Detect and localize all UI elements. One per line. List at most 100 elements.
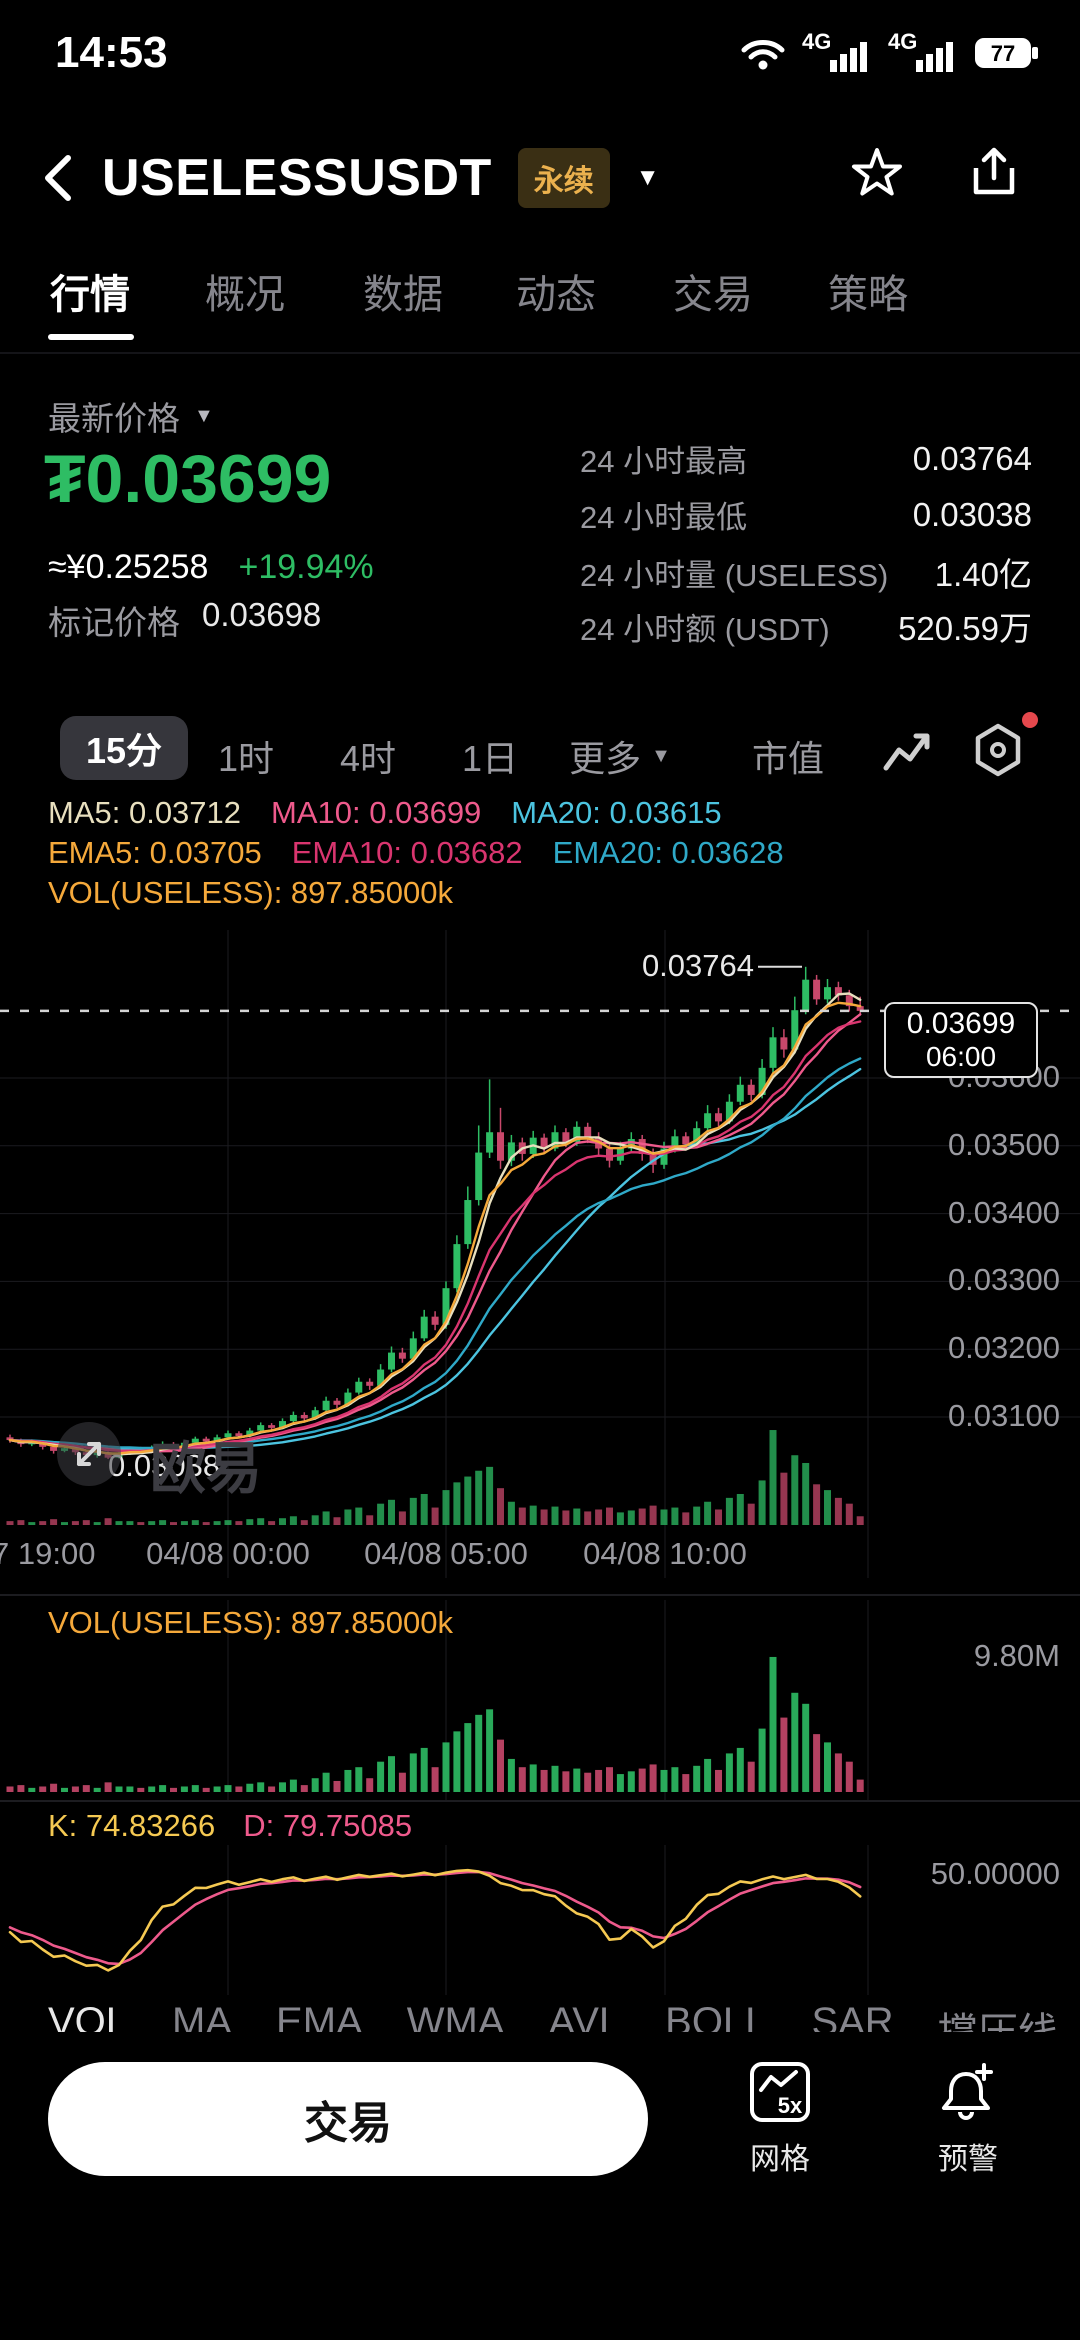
market-cap-toggle[interactable]: 市值 [751, 738, 825, 779]
alert-bell-icon [942, 2063, 993, 2120]
volume-axis-label: 9.80M [973, 1638, 1060, 1673]
ma20-value: MA20: 0.03615 [511, 795, 722, 830]
kdj-axis-label: 50.00000 [930, 1856, 1060, 1891]
signal-4g-icon-2: 4G [888, 32, 953, 72]
trade-button[interactable]: 交易 [48, 2062, 648, 2176]
current-price-tag: 0.03699 06:00 [884, 1002, 1038, 1078]
more-caret-icon: ▼ [651, 744, 671, 767]
status-icons: 4G 4G 77 [740, 32, 1040, 74]
stat-24h-turnover: 24 小时额 (USDT) 520.59万 [580, 602, 1032, 650]
stat-value: 1.40亿 [934, 556, 1032, 593]
stat-value: 0.03038 [912, 495, 1032, 533]
contract-type-badge: 永续 [517, 148, 610, 208]
y-axis-label: 0.03400 [947, 1195, 1060, 1230]
ma-indicator-row: MA5: 0.03712 MA10: 0.03699 MA20: 0.03615 [48, 795, 722, 831]
high-price-marker: 0.03764 [641, 948, 754, 983]
timeframe-1h[interactable]: 1时 [217, 738, 275, 779]
volume-chart[interactable] [0, 1600, 1080, 1800]
grid-bot-label: 网格 [750, 2143, 810, 2176]
tab-overview[interactable]: 概况 [205, 273, 285, 317]
svg-text:4G: 4G [802, 32, 831, 54]
signal-4g-icon: 4G [802, 32, 867, 72]
ema20-value: EMA20: 0.03628 [552, 835, 784, 870]
page-title: USELESSUSDT [102, 149, 492, 207]
tab-strategy[interactable]: 策略 [828, 273, 908, 317]
timeframe-more[interactable]: 更多 ▼ [569, 730, 671, 782]
current-price-time: 06:00 [925, 1041, 997, 1072]
timeframe-4h[interactable]: 4时 [339, 738, 397, 779]
y-axis-label: 0.03100 [947, 1398, 1060, 1433]
ema5-value: EMA5: 0.03705 [48, 835, 262, 870]
svg-text:4G: 4G [888, 32, 917, 54]
timeframe-1d[interactable]: 1日 [461, 738, 519, 779]
d-value: D: 79.75085 [243, 1808, 413, 1843]
latest-price-label: 最新价格 [48, 400, 180, 437]
last-price: ₮0.03699 [44, 441, 332, 517]
y-axis-label: 0.03200 [947, 1330, 1060, 1365]
divider [0, 352, 1080, 354]
divider [0, 1594, 1080, 1596]
latest-price-label-row[interactable]: 最新价格 ▼ [48, 392, 214, 440]
mark-price-value: 0.03698 [202, 596, 322, 633]
vol-value: VOL(USELESS): 897.85000k [48, 875, 453, 910]
kline-style-icon[interactable] [882, 726, 936, 780]
tab-data[interactable]: 数据 [363, 273, 443, 317]
battery-icon: 77 [975, 38, 1038, 68]
ma10-value: MA10: 0.03699 [271, 795, 482, 830]
tab-trade[interactable]: 交易 [673, 273, 753, 317]
stat-label: 24 小时最低 [580, 500, 748, 535]
k-value: K: 74.83266 [48, 1808, 216, 1843]
ma5-value: MA5: 0.03712 [48, 795, 242, 830]
low-price-marker: 0.03038 [108, 1448, 221, 1483]
chart-settings-icon[interactable] [970, 722, 1026, 778]
x-axis-label: 04/08 05:00 [364, 1536, 528, 1571]
y-axis-label: 0.03300 [947, 1262, 1060, 1297]
grid-bot-button[interactable]: 5x 网格 [710, 2060, 850, 2178]
stat-24h-high: 24 小时最高 0.03764 [580, 436, 1032, 481]
main-chart[interactable] [0, 930, 1080, 1578]
vol-indicator-row: VOL(USELESS): 897.85000k [48, 875, 453, 911]
active-tab-underline [48, 334, 134, 340]
kdj-panel-labels: K: 74.83266 D: 79.75085 [48, 1808, 412, 1844]
tab-news[interactable]: 动态 [516, 273, 596, 317]
stat-24h-low: 24 小时最低 0.03038 [580, 492, 1032, 537]
favorite-star-icon[interactable] [850, 146, 904, 200]
change-percent: +19.94% [238, 548, 374, 586]
back-icon[interactable] [40, 152, 76, 204]
fullscreen-expand-icon[interactable] [57, 1422, 121, 1486]
x-axis-label: 04/08 00:00 [146, 1536, 310, 1571]
svg-text:5x: 5x [778, 2093, 803, 2118]
grid-bot-icon: 5x [750, 2062, 810, 2122]
symbol-dropdown-caret[interactable]: ▼ [635, 164, 660, 191]
stat-label: 24 小时最高 [580, 444, 748, 479]
y-axis-label: 0.03500 [947, 1127, 1060, 1162]
divider [0, 1800, 1080, 1802]
current-price-value: 0.03699 [906, 1007, 1016, 1040]
stat-24h-volume: 24 小时量 (USELESS) 1.40亿 [580, 548, 1032, 596]
ema10-value: EMA10: 0.03682 [291, 835, 523, 870]
stat-label: 24 小时量 (USELESS) [580, 557, 889, 593]
mark-price-row: 标记价格 0.03698 [48, 596, 321, 644]
header: USELESSUSDT 永续 ▼ [40, 140, 660, 216]
share-icon[interactable] [966, 146, 1022, 200]
bottom-action-bar: 交易 5x 网格 预警 [0, 2032, 1080, 2340]
notification-dot [1022, 712, 1038, 728]
ema-indicator-row: EMA5: 0.03705 EMA10: 0.03682 EMA20: 0.03… [48, 835, 784, 871]
wifi-icon [741, 40, 785, 70]
price-dropdown-caret: ▼ [194, 404, 214, 427]
exchange-watermark: 欧易 [150, 1437, 262, 1500]
volume-panel-label: VOL(USELESS): 897.85000k [48, 1605, 453, 1640]
price-alert-button[interactable]: 预警 [898, 2060, 1038, 2178]
stat-label: 24 小时额 (USDT) [580, 611, 830, 647]
stat-value: 520.59万 [898, 610, 1032, 647]
status-time: 14:53 [55, 28, 168, 77]
svg-text:77: 77 [991, 41, 1015, 66]
kdj-chart[interactable] [0, 1845, 1080, 1995]
stat-value: 0.03764 [912, 439, 1032, 477]
more-label: 更多 [569, 738, 642, 779]
fiat-price: ≈¥0.25258 [48, 548, 209, 586]
tab-quotes[interactable]: 行情 [50, 273, 130, 317]
x-axis-label: 04/08 10:00 [583, 1536, 747, 1571]
timeframe-15m-selected[interactable]: 15分 [60, 716, 189, 780]
